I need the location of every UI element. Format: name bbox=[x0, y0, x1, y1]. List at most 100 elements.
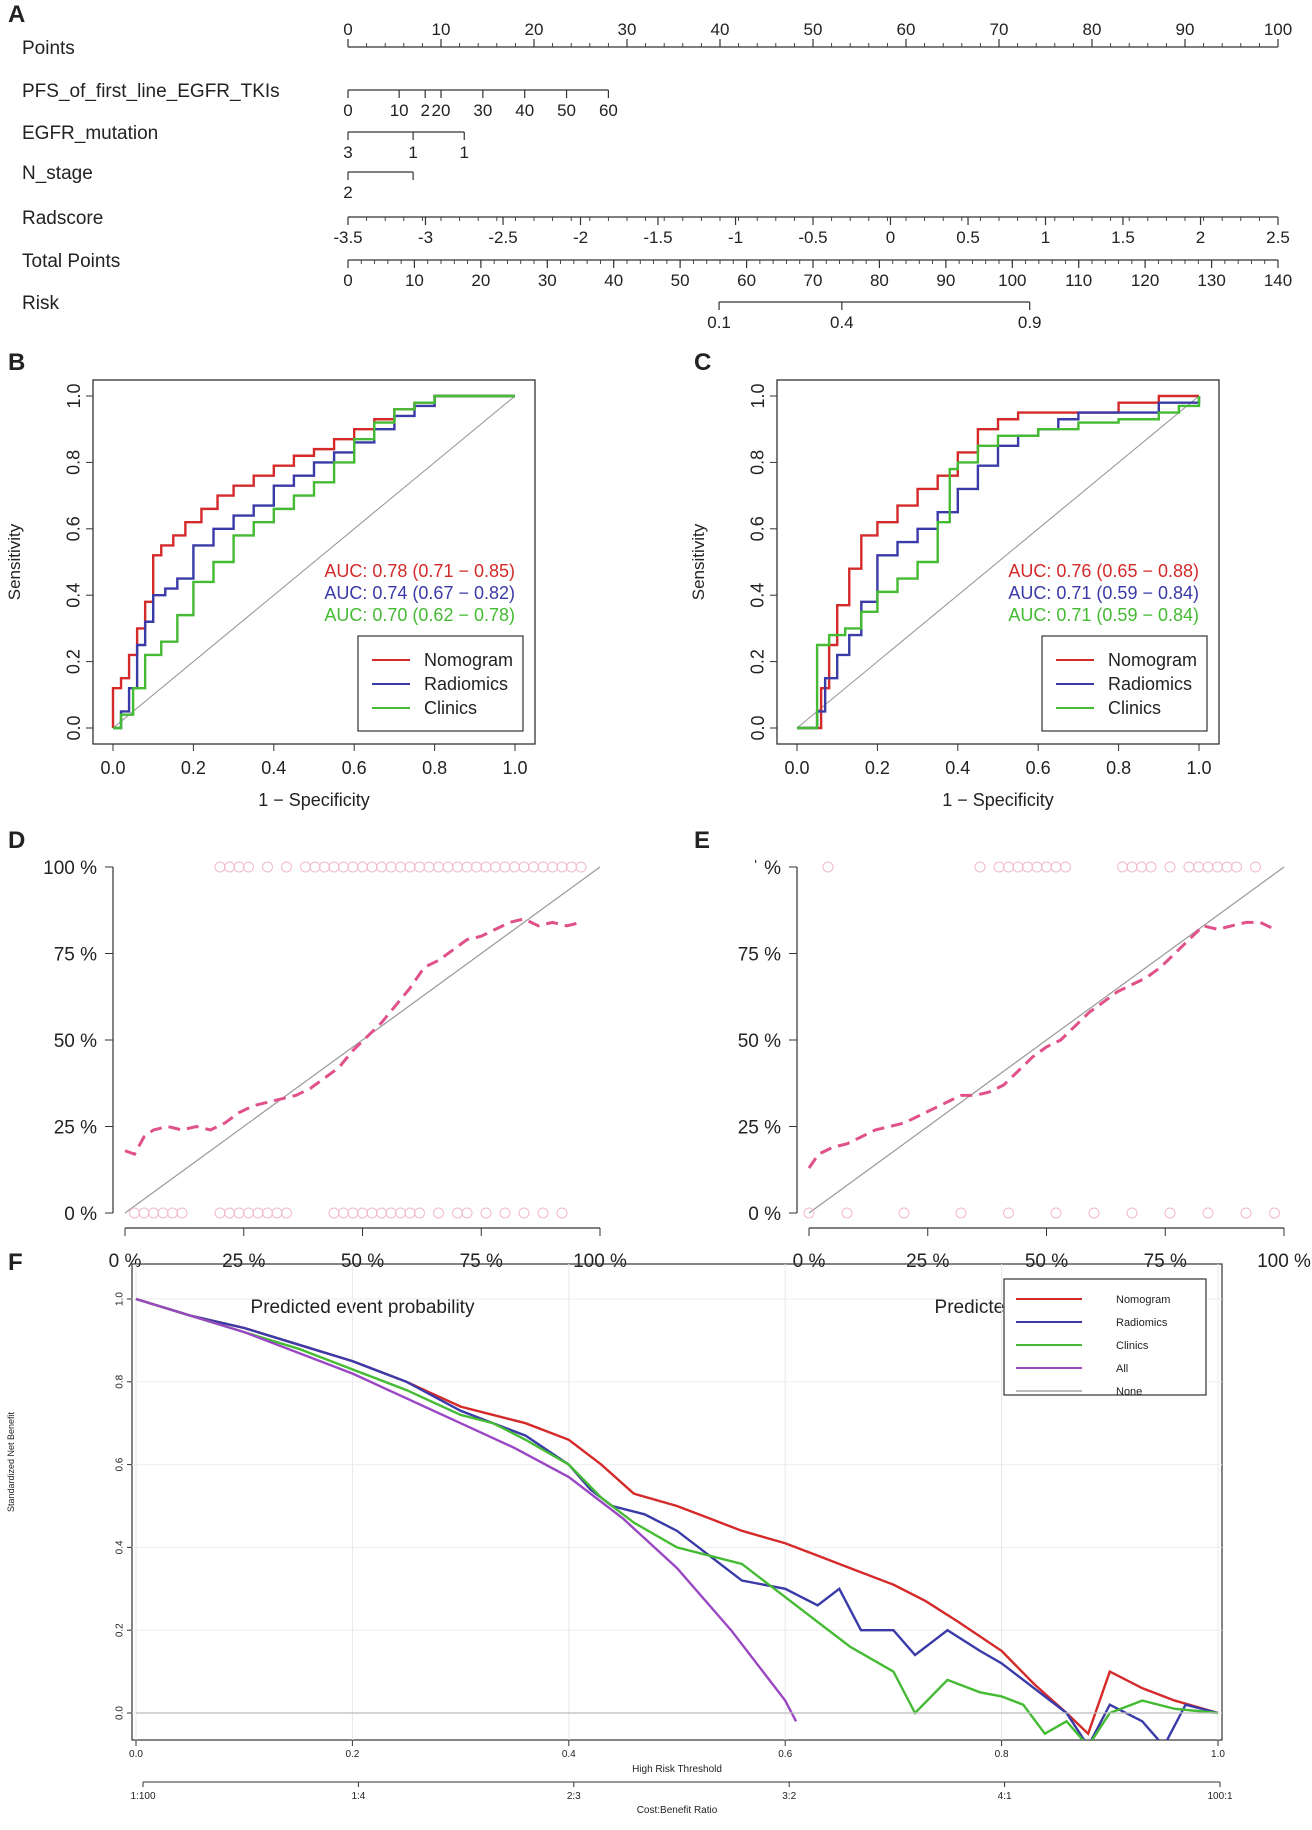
legend-label: Nomogram bbox=[1108, 650, 1197, 670]
tick-label: 10 bbox=[432, 20, 451, 39]
reference-diagonal bbox=[796, 395, 1200, 729]
y-tick-label: 0.8 bbox=[748, 450, 768, 475]
rug-point-top bbox=[262, 861, 273, 873]
rug-point-top bbox=[433, 861, 444, 873]
rug-point-top bbox=[1012, 861, 1024, 873]
rug-point-top bbox=[566, 861, 577, 873]
tick-label: 0 bbox=[343, 101, 352, 120]
legend-label: None bbox=[1116, 1386, 1142, 1398]
rug-point-bottom bbox=[803, 1207, 815, 1219]
tick-label: 2 bbox=[343, 183, 352, 202]
x-tick-label: 0.8 bbox=[422, 758, 447, 778]
rug-point-top bbox=[528, 861, 539, 873]
x-tick-label: 25 % bbox=[222, 1251, 265, 1272]
calibration-curve bbox=[807, 920, 1276, 1169]
rug-point-bottom bbox=[148, 1207, 159, 1219]
y-tick-label: 0 % bbox=[64, 1204, 97, 1225]
rug-point-top bbox=[214, 861, 226, 873]
rug-point-top bbox=[1221, 861, 1233, 873]
rug-point-top bbox=[357, 861, 368, 873]
rug-point-bottom bbox=[556, 1207, 568, 1219]
legend-label: Nomogram bbox=[424, 650, 513, 670]
rug-point-top bbox=[224, 861, 235, 873]
rug-point-top bbox=[309, 861, 321, 873]
x-tick-label: 0 % bbox=[109, 1251, 142, 1272]
tick-label: -1.5 bbox=[643, 228, 672, 247]
x-tick-label: 1.0 bbox=[502, 758, 527, 778]
legend-label: Clinics bbox=[1116, 1340, 1149, 1352]
x-tick-label: 0.8 bbox=[995, 1749, 1009, 1760]
x-tick-label: 0.0 bbox=[784, 758, 809, 778]
row-label: Risk bbox=[22, 293, 59, 314]
y-tick-label: 75 % bbox=[54, 945, 97, 966]
rug-point-top bbox=[1117, 861, 1128, 873]
panel-label-e: E bbox=[694, 827, 710, 854]
tick-label: 3 bbox=[343, 143, 352, 162]
rug-point-bottom bbox=[233, 1207, 245, 1219]
tick-label: 30 bbox=[618, 20, 637, 39]
panel-label-d: D bbox=[8, 827, 25, 854]
rug-point-top bbox=[974, 861, 986, 873]
tick-label: -3 bbox=[418, 228, 433, 247]
rug-point-top bbox=[1193, 861, 1204, 873]
rug-point-top bbox=[281, 861, 292, 873]
plot-frame bbox=[92, 379, 536, 745]
rug-point-top bbox=[518, 861, 530, 873]
tick-label: 0.4 bbox=[830, 313, 854, 332]
tick-label: 0 bbox=[343, 20, 352, 39]
panel-e-calibration: 0 % 25 % 50 % 75 % 100 %0 %25 %50 %75 %ˈ %Pr… bbox=[738, 858, 1311, 1318]
y-tick-label: 0.8 bbox=[64, 450, 84, 475]
x-tick-label: 50 % bbox=[341, 1251, 384, 1272]
rug-point-bottom bbox=[414, 1207, 425, 1219]
tick-label: 1 bbox=[408, 143, 417, 162]
tick-label: 100 bbox=[1264, 20, 1292, 39]
ratio-tick-label: 1:100 bbox=[130, 1791, 155, 1802]
rug-point-top bbox=[385, 861, 397, 873]
rug-point-top bbox=[547, 861, 558, 873]
rug-point-bottom bbox=[433, 1207, 444, 1219]
tick-label: 1 bbox=[1041, 228, 1050, 247]
tick-label: 90 bbox=[936, 271, 955, 290]
panel-label-c: C bbox=[694, 349, 711, 376]
rug-point-bottom bbox=[1088, 1207, 1100, 1219]
panel-label-b: B bbox=[8, 349, 25, 376]
rug-point-top bbox=[423, 861, 435, 873]
tick-label: 80 bbox=[870, 271, 889, 290]
rug-point-top bbox=[1202, 861, 1214, 873]
rug-point-bottom bbox=[1050, 1207, 1062, 1219]
y-tick-label: ˈ % bbox=[753, 858, 782, 879]
rug-point-top bbox=[366, 861, 378, 873]
tick-label: 30 bbox=[473, 101, 492, 120]
tick-label: 40 bbox=[604, 271, 623, 290]
auc-text-0: AUC: 0.78 (0.71 − 0.85) bbox=[324, 561, 515, 581]
tick-label: 2 bbox=[420, 101, 429, 120]
tick-label: 110 bbox=[1065, 271, 1092, 290]
rug-point-top bbox=[452, 861, 463, 873]
x-tick-label: 0 % bbox=[793, 1251, 826, 1272]
x-tick-label: 1.0 bbox=[1211, 1749, 1225, 1760]
row-label: Radscore bbox=[22, 208, 103, 229]
roc-line-nomogram bbox=[111, 394, 515, 728]
reference-diagonal bbox=[112, 395, 516, 729]
ratio-tick-label: 4:1 bbox=[998, 1791, 1012, 1802]
rug-point-bottom bbox=[252, 1207, 264, 1219]
rug-point-top bbox=[376, 861, 387, 873]
x-axis-title: 1 − Specificity bbox=[258, 790, 370, 810]
x-tick-label: 100 % bbox=[573, 1251, 627, 1272]
x-tick-label: 0.4 bbox=[261, 758, 286, 778]
tick-label: 30 bbox=[538, 271, 557, 290]
rug-point-bottom bbox=[338, 1207, 349, 1219]
legend-label: Radiomics bbox=[1108, 674, 1192, 694]
tick-label: -2 bbox=[573, 228, 588, 247]
tick-label: 1.5 bbox=[1111, 228, 1135, 247]
panel-label-a: A bbox=[8, 1, 25, 28]
y-axis-title: Sensitivity bbox=[689, 523, 708, 600]
auc-text-2: AUC: 0.71 (0.59 − 0.84) bbox=[1008, 605, 1199, 625]
tick-label: -1 bbox=[728, 228, 743, 247]
rug-point-top bbox=[490, 861, 501, 873]
tick-label: 10 bbox=[390, 101, 409, 120]
rug-point-top bbox=[1003, 861, 1014, 873]
y-tick-label: 100 % bbox=[43, 858, 97, 879]
tick-label: 0 bbox=[886, 228, 895, 247]
rug-point-bottom bbox=[214, 1207, 226, 1219]
